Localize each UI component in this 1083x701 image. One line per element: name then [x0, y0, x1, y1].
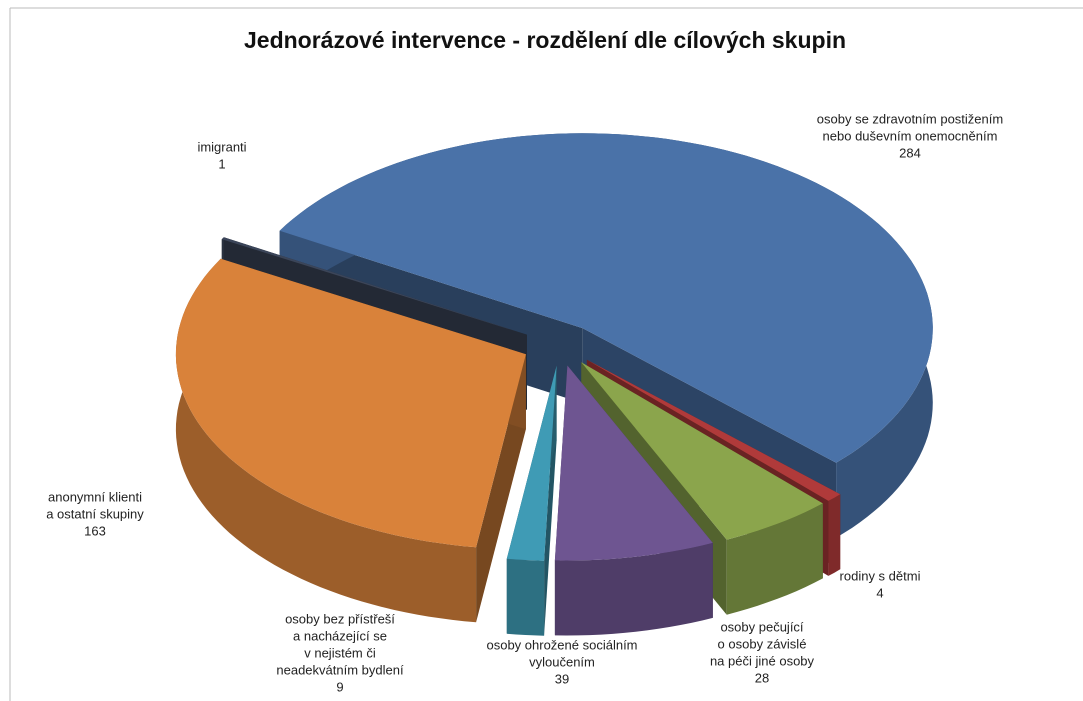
data-label-name: anonymní klienti — [48, 489, 142, 504]
slice-top — [586, 359, 841, 501]
pie — [175, 133, 933, 636]
data-label-name: nebo duševním onemocněním — [823, 128, 998, 143]
data-label-name: vyloučením — [529, 654, 595, 669]
data-label-value: 4 — [876, 585, 883, 600]
slice — [175, 258, 526, 623]
data-label-name: na péči jiné osoby — [710, 653, 815, 668]
data-label-name: rodiny s dětmi — [840, 568, 921, 583]
data-label-name: a nacházející se — [293, 628, 387, 643]
data-label-value: 9 — [336, 679, 343, 694]
slice-top — [175, 258, 526, 548]
slice-top — [554, 365, 713, 561]
slice-side — [726, 503, 823, 615]
data-label-value: 284 — [899, 145, 921, 160]
slice — [554, 365, 713, 636]
data-label-name: osoby pečující — [720, 619, 803, 634]
slice-top — [506, 365, 557, 561]
data-label-name: osoby ohrožené sociálním — [486, 637, 637, 652]
chart-title: Jednorázové intervence - rozdělení dle c… — [244, 27, 846, 53]
slice-side — [506, 558, 545, 636]
data-label-name: v nejistém či — [304, 645, 376, 660]
data-label-value: 1 — [218, 156, 225, 171]
data-label-value: 28 — [755, 670, 769, 685]
data-label-name: neadekvátním bydlení — [276, 662, 404, 677]
slice-top — [581, 362, 823, 540]
slice-top — [279, 133, 933, 463]
slice-side — [828, 494, 841, 576]
labels: osoby se zdravotním postižením nebo dušev… — [46, 111, 1003, 694]
slice-top — [221, 237, 528, 335]
slice-side — [554, 542, 713, 636]
data-label-name: osoby se zdravotním postižením — [817, 111, 1003, 126]
data-label-value: 39 — [555, 671, 569, 686]
data-label-name: o osoby závislé — [718, 636, 807, 651]
slice — [506, 365, 557, 636]
data-label-value: 163 — [84, 523, 106, 538]
data-label-name: a ostatní skupiny — [46, 506, 144, 521]
data-label-name: osoby bez přístřeší — [285, 611, 395, 626]
slice-side — [175, 258, 477, 623]
data-label-name: imigranti — [197, 139, 246, 154]
